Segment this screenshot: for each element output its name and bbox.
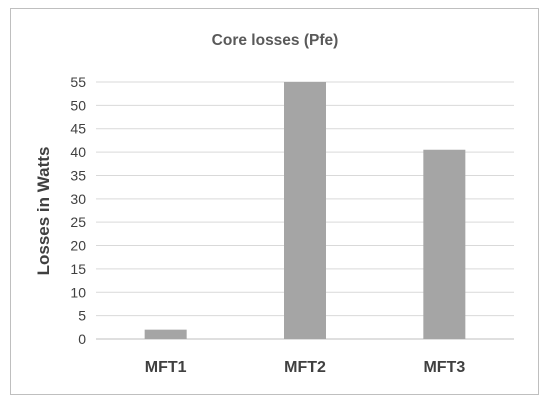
bar-mft3 bbox=[423, 149, 466, 339]
y-tick-label: 30 bbox=[70, 191, 86, 207]
x-tick-label: MFT2 bbox=[284, 359, 326, 376]
y-tick-label: 45 bbox=[70, 121, 86, 137]
y-tick-label: 50 bbox=[70, 97, 86, 113]
bar-mft2 bbox=[284, 82, 326, 339]
y-tick-label: 10 bbox=[70, 284, 86, 300]
y-tick-label: 35 bbox=[70, 167, 86, 183]
x-tick-label: MFT1 bbox=[145, 359, 187, 376]
y-tick-label: 15 bbox=[70, 261, 86, 277]
x-axis-ticks: MFT1 MFT2 MFT3 bbox=[145, 359, 466, 376]
y-tick-label: 20 bbox=[70, 238, 86, 254]
y-tick-label: 0 bbox=[78, 331, 86, 347]
bars bbox=[144, 82, 466, 339]
x-tick-label: MFT3 bbox=[423, 359, 465, 376]
y-axis-label: Losses in Watts bbox=[34, 147, 53, 276]
chart-title: Core losses (Pfe) bbox=[212, 32, 339, 49]
y-tick-label: 5 bbox=[78, 308, 86, 324]
y-tick-label: 25 bbox=[70, 214, 86, 230]
bar-mft1 bbox=[144, 329, 187, 339]
y-axis-ticks: 0 5 10 15 20 25 30 35 40 45 50 55 bbox=[70, 74, 86, 347]
y-tick-label: 55 bbox=[70, 74, 86, 90]
y-tick-label: 40 bbox=[70, 144, 86, 160]
